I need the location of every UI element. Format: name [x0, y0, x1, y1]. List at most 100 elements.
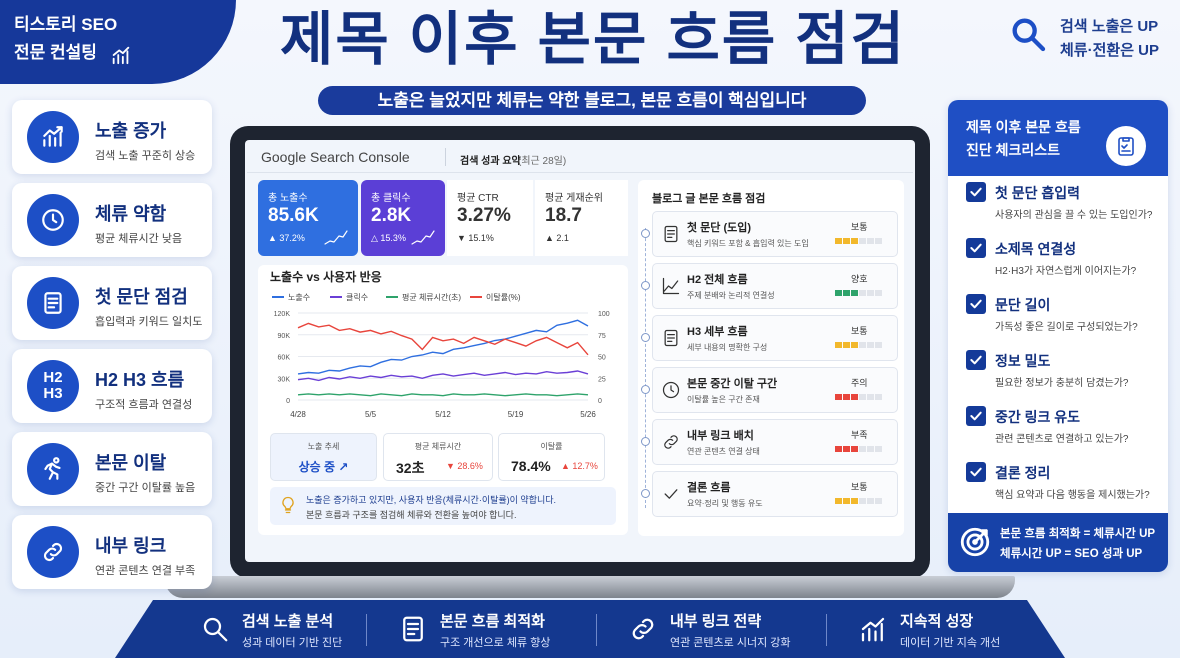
bottom-desc: 데이터 기반 지속 개선 [900, 637, 1001, 649]
icon-part [43, 126, 63, 147]
footer-line: 본문 흐름 최적화 = 체류시간 UP [1000, 528, 1156, 540]
bottom-sep [366, 614, 367, 646]
icon-part [970, 467, 982, 477]
summary-box: 노출 추세 상승 중 ↗ [270, 433, 377, 481]
level-segment [843, 238, 850, 244]
x-tick-label: 5/5 [365, 410, 377, 419]
flow-item: H3 세부 흐름 세부 내용의 명확한 구성 보통 [652, 315, 898, 361]
icon [970, 187, 982, 197]
icon-part [667, 230, 675, 238]
card-icon: H2 H3 [27, 360, 79, 412]
icon [632, 618, 654, 640]
card-title: 본문 이탈 [95, 453, 167, 473]
level-segment [875, 446, 882, 452]
kpi-label: 평균 게재순위 [545, 193, 603, 204]
y-tick-label: 25 [598, 376, 606, 383]
icon-part [664, 329, 678, 347]
flow-dot [641, 385, 650, 394]
icon-part [217, 631, 228, 642]
icon [960, 527, 990, 557]
bottom-title: 지속적 성장 [900, 613, 974, 630]
y-tick-label: 50 [598, 355, 606, 362]
checklist: 제목 이후 본문 흐름 진단 체크리스트 첫 문단 흡입력 사용자의 관심을 끌 수 … [948, 100, 1168, 572]
level-segment [875, 394, 882, 400]
icon [411, 230, 435, 245]
icon-part [112, 46, 130, 65]
console-period: (최근 28일) [518, 156, 567, 167]
summary-box: 평균 체류시간 32초 ▼ 28.6% [383, 433, 493, 481]
checklist-title: 진단 체크리스트 [966, 142, 1061, 158]
flow-panel: 블로그 글 본문 흐름 점검 첫 문단 (도입) 핵심 키워드 포함 & 흡입력 있… [638, 180, 904, 536]
icon-part [670, 385, 675, 393]
brand-bg [0, 0, 236, 84]
flow-level [835, 446, 887, 452]
icon-part [1012, 18, 1037, 43]
icon-part [632, 618, 654, 640]
icon-part [970, 243, 982, 253]
check-desc: 핵심 요약과 다음 행동을 제시했는가? [995, 490, 1150, 501]
flow-item-desc: 핵심 키워드 포함 & 흡입력 있는 도입 [687, 239, 809, 248]
x-tick-label: 5/19 [508, 410, 524, 419]
icon-part [203, 617, 222, 636]
bottom-desc: 구조 개선으로 체류 향상 [440, 637, 551, 649]
flow-item: 결론 흐름 요약·정리 및 행동 유도 보통 [652, 471, 898, 517]
card-title: 노출 증가 [95, 121, 167, 141]
icon [43, 126, 63, 147]
badge-line: 검색 노출은 UP [1060, 18, 1159, 35]
icon [662, 277, 680, 295]
note: 노출은 증가하고 있지만, 사용자 반응(체류시간·이탈률)이 약합니다. 본문 … [270, 487, 616, 525]
brand-line: 티스토리 SEO [14, 15, 118, 34]
check-title: 중간 링크 유도 [995, 409, 1081, 425]
card-desc: 구조적 흐름과 연결성 [95, 399, 193, 411]
level-segment [851, 394, 858, 400]
summary-label: 이탈률 [540, 442, 563, 451]
card-desc: 중간 구간 이탈률 높음 [95, 482, 196, 494]
icon-part [667, 334, 675, 342]
flow-status: 양호 [851, 274, 868, 284]
footer-line: 체류시간 UP = SEO 성과 UP [1000, 548, 1143, 560]
console-sep [445, 148, 446, 166]
level-segment [859, 238, 866, 244]
level-segment [875, 238, 882, 244]
flow-item-title: 내부 링크 배치 [687, 430, 754, 442]
bottom-title: 내부 링크 전략 [670, 613, 762, 630]
level-segment [875, 498, 882, 504]
flow-status: 주의 [851, 378, 868, 388]
level-segment [875, 290, 882, 296]
icon [861, 617, 885, 642]
y-tick-label: 100 [598, 311, 610, 318]
legend-label: 노출수 [288, 292, 310, 302]
icon [970, 243, 982, 253]
bottom-title: 본문 흐름 최적화 [440, 613, 545, 630]
bottom-desc: 성과 데이터 기반 진단 [242, 637, 343, 649]
y-tick-label: 90K [278, 333, 291, 340]
card-icon [27, 443, 79, 495]
kpi-card: 평균 게재순위 18.7 ▲ 2.1 [535, 180, 628, 256]
icon [42, 209, 64, 231]
level-segment [843, 498, 850, 504]
icon-part [406, 622, 420, 636]
icon-part [1030, 36, 1046, 52]
icon-part [662, 277, 680, 295]
level-segment [859, 446, 866, 452]
flow-status: 보통 [851, 222, 868, 232]
check-title: 정보 밀도 [995, 353, 1051, 369]
left-card: 내부 링크 연관 콘텐츠 연결 부족 [12, 515, 212, 589]
flow-status: 보통 [851, 326, 868, 336]
icon [112, 46, 130, 65]
flow-item-title: H3 세부 흐름 [687, 326, 748, 338]
level-segment [859, 342, 866, 348]
level-segment [851, 238, 858, 244]
level-segment [835, 342, 842, 348]
flow-level [835, 498, 887, 504]
flow-item-desc: 주제 분배와 논리적 연결성 [687, 291, 775, 300]
icon [203, 617, 228, 642]
bottom-sep [596, 614, 597, 646]
flow-level [835, 238, 887, 244]
brand-line: 전문 컨설팅 [14, 43, 97, 62]
icon [1118, 137, 1134, 156]
chart-panel: 노출수 vs 사용자 반응 노출수 클릭수 평균 체류시간(초) 이탈률(%) 0 30K 6… [258, 265, 628, 535]
level-segment [835, 498, 842, 504]
card-icon [27, 277, 79, 329]
